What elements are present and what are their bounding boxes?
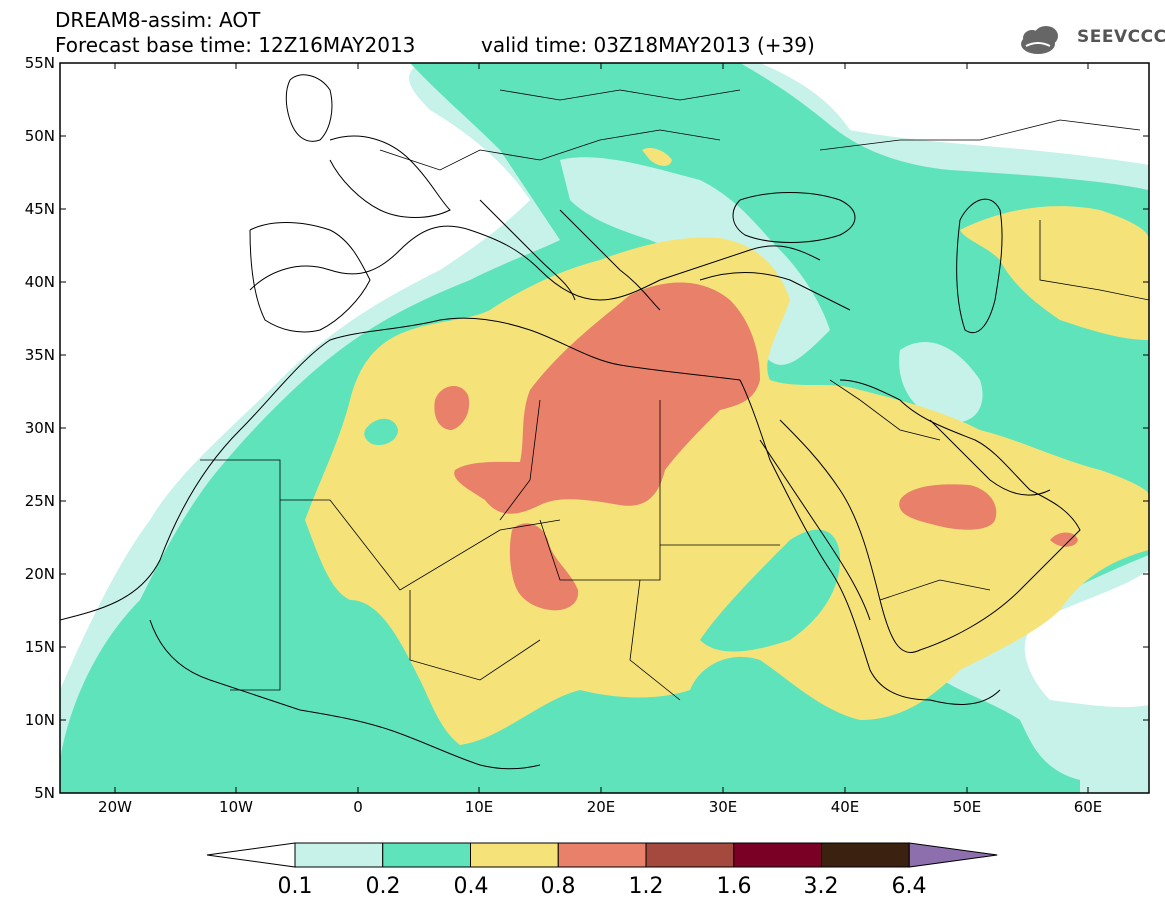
aot-band-0.8-arabia	[899, 484, 997, 530]
aot-band-0.8-ukraine	[642, 148, 672, 166]
border-6	[499, 399, 541, 521]
lat-label-20n: 20N	[25, 565, 55, 583]
coastline-arabia	[779, 379, 1081, 653]
border-13	[819, 119, 1141, 151]
coastline-africa	[60, 317, 1001, 705]
aot-band-0.2-algeria	[364, 418, 398, 446]
lon-label-10e: 10E	[465, 798, 494, 816]
coastline-europe	[249, 225, 821, 301]
lat-label-10n: 10N	[25, 711, 55, 729]
aot-field	[60, 63, 1149, 793]
lon-tick: 0	[353, 63, 363, 816]
forecast-base-time: Forecast base time: 12Z16MAY2013	[55, 33, 416, 57]
lon-label-50e: 50E	[953, 798, 982, 816]
lat-label-45n: 45N	[25, 200, 55, 218]
lat-tick: 35N	[25, 346, 1149, 364]
lat-tick: 40N	[25, 273, 1149, 291]
border-3	[409, 590, 541, 681]
lon-label-20w: 20W	[98, 798, 132, 816]
coastline-redsea	[759, 439, 871, 621]
aot-band-0.4-east	[960, 206, 1149, 340]
lon-tick: 30E	[709, 63, 738, 816]
aot-band-0.8-oman	[1050, 532, 1078, 547]
lat-label-25n: 25N	[25, 492, 55, 510]
coastline-turkey	[699, 272, 851, 311]
border-10	[1039, 220, 1149, 301]
lon-label-0: 0	[353, 798, 363, 816]
lat-label-40n: 40N	[25, 273, 55, 291]
lon-tick: 20E	[587, 63, 616, 816]
lat-tick: 25N	[25, 492, 1149, 510]
coastline-westafrica	[149, 619, 541, 770]
lat-tick: 10N	[25, 711, 1149, 729]
logo-text: SEEVCCC	[1077, 27, 1165, 47]
lat-tick: 15N	[25, 638, 1149, 656]
lat-label-50n: 50N	[25, 127, 55, 145]
lon-tick: 10W	[219, 63, 253, 816]
lon-tick: 10E	[465, 63, 494, 816]
lat-tick: 50N	[25, 127, 1149, 145]
border-7	[629, 579, 681, 701]
lon-label-20e: 20E	[587, 798, 616, 816]
border-11	[379, 129, 721, 171]
lat-tick: 20N	[25, 565, 1149, 583]
lat-tick: 55N	[25, 54, 1149, 72]
aot-band-0.8-libya	[454, 282, 760, 514]
lon-tick: 60E	[1074, 63, 1103, 816]
coastlines	[60, 74, 1081, 770]
map-title: DREAM8-assim: AOT	[55, 8, 261, 32]
lat-label-35n: 35N	[25, 346, 55, 364]
border-4	[539, 519, 780, 581]
lat-label-30n: 30N	[25, 419, 55, 437]
lat-label-5n: 5N	[34, 784, 55, 802]
lat-label-15n: 15N	[25, 638, 55, 656]
border-2	[230, 500, 281, 691]
cloud-icon	[1021, 26, 1058, 54]
lon-tick: 50E	[953, 63, 982, 816]
lon-label-40e: 40E	[831, 798, 860, 816]
lat-tick: 45N	[25, 200, 1149, 218]
coastline-blacksea	[732, 192, 856, 243]
border-9	[879, 579, 991, 601]
lon-label-60e: 60E	[1074, 798, 1103, 816]
coastline-iberia	[249, 222, 371, 333]
lon-tick: 40E	[831, 63, 860, 816]
lat-axis: 55N 50N 45N 40N 35N 30N 25N 20N 15N 10N …	[25, 54, 1149, 802]
lon-axis: 20W 10W 0 10E 20E 30E 40E 50E 60E	[98, 63, 1102, 816]
coastline-italy	[479, 199, 576, 301]
lon-label-30e: 30E	[709, 798, 738, 816]
coastline-france	[329, 135, 451, 218]
border-8	[829, 379, 941, 441]
lat-tick: 5N	[34, 784, 55, 802]
aot-band-0.4	[305, 237, 1149, 745]
aot-band-0.8-algeria	[434, 385, 470, 430]
aot-band-0.2-sudan	[700, 529, 840, 652]
border-12	[499, 89, 741, 101]
coastline-britain	[285, 74, 333, 142]
valid-time: valid time: 03Z18MAY2013 (+39)	[481, 33, 815, 57]
coastline-caspian	[956, 198, 1003, 333]
seevccc-logo	[1021, 26, 1058, 54]
border-1	[200, 459, 561, 591]
aot-band-0.1-caspian	[899, 341, 983, 423]
coastline-persiangulf	[929, 419, 1051, 496]
borders	[200, 89, 1149, 701]
coastline-balkans	[559, 209, 661, 311]
lat-label-55n: 55N	[25, 54, 55, 72]
lon-tick: 20W	[98, 63, 132, 816]
lat-tick: 30N	[25, 419, 1149, 437]
lon-label-10w: 10W	[219, 798, 253, 816]
aot-band-0.8-chad	[509, 523, 579, 611]
